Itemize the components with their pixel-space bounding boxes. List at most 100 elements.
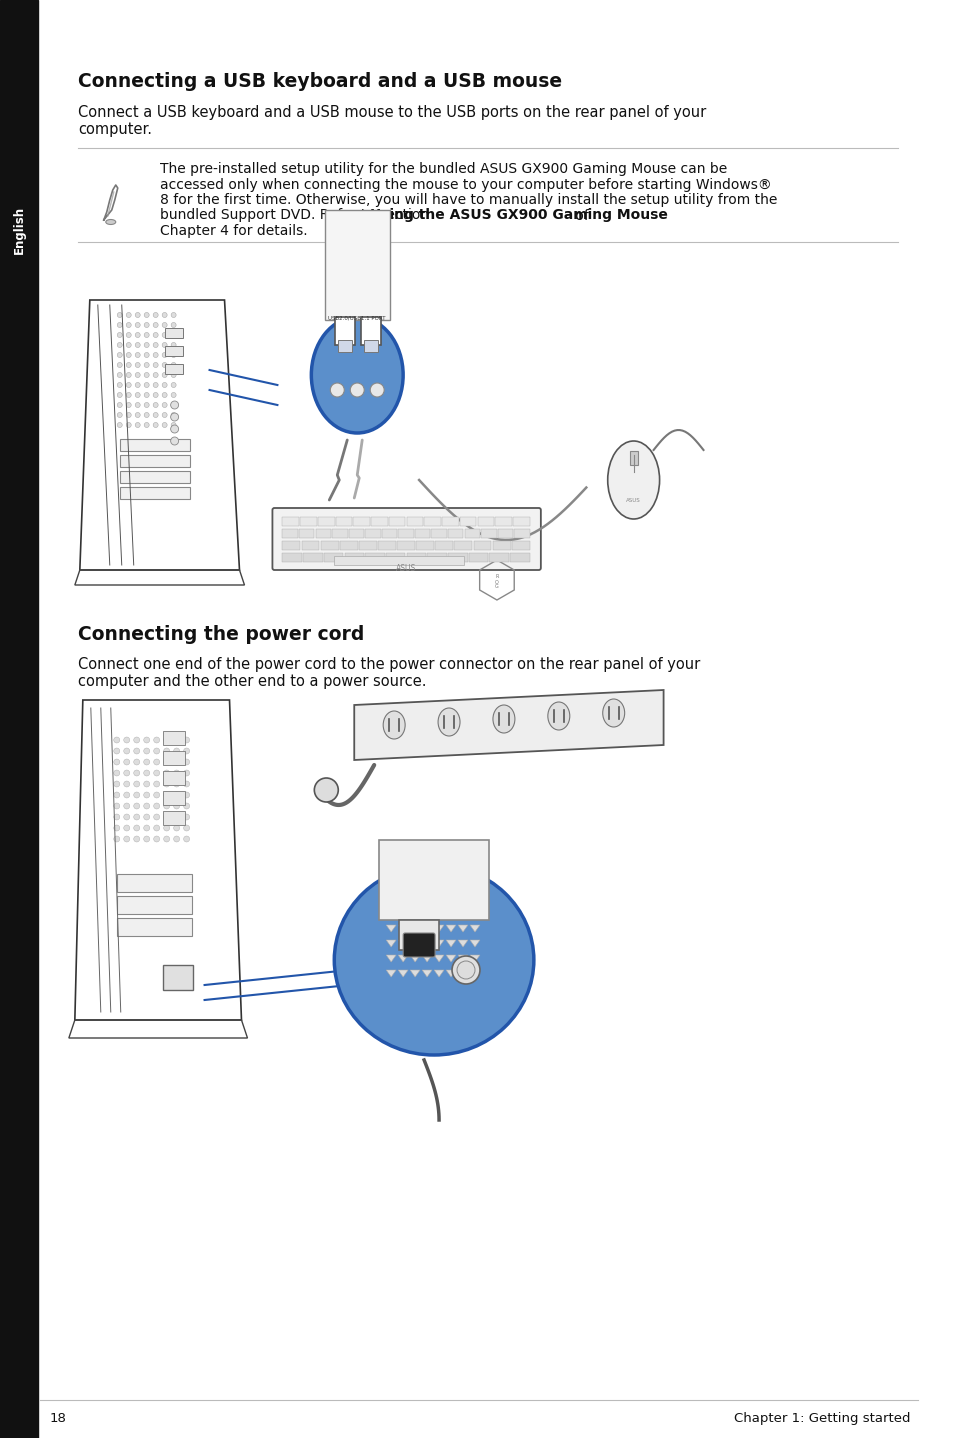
Circle shape [162,352,167,358]
Circle shape [144,372,149,378]
Bar [489,554,509,562]
Circle shape [173,814,179,820]
Circle shape [126,372,132,378]
Bar [120,472,190,483]
Circle shape [164,748,170,754]
Circle shape [113,769,120,777]
Polygon shape [410,925,419,932]
Circle shape [144,393,149,397]
Polygon shape [446,971,456,976]
Circle shape [144,342,149,348]
Circle shape [135,372,140,378]
Text: Connecting a USB keyboard and a USB mouse: Connecting a USB keyboard and a USB mous… [78,72,561,91]
Circle shape [124,769,130,777]
Bar [162,965,193,989]
Circle shape [126,383,132,387]
Circle shape [153,769,159,777]
Circle shape [117,312,122,318]
Bar [514,529,529,538]
Bar [415,529,430,538]
Bar [398,529,414,538]
Circle shape [124,738,130,743]
Circle shape [164,792,170,798]
Circle shape [144,332,149,338]
Bar [381,529,396,538]
Bar [298,529,314,538]
Polygon shape [397,940,408,948]
Polygon shape [354,690,663,761]
Circle shape [135,413,140,417]
Bar [165,347,182,357]
Bar [332,529,347,538]
Polygon shape [446,925,456,932]
Bar [317,518,335,526]
Circle shape [171,403,176,407]
Bar [389,518,405,526]
Bar [365,554,384,562]
Circle shape [171,401,178,408]
Circle shape [171,413,176,417]
Circle shape [183,748,190,754]
Circle shape [164,802,170,810]
Circle shape [173,759,179,765]
Polygon shape [434,925,443,932]
Circle shape [113,814,120,820]
Circle shape [153,312,158,318]
Circle shape [164,769,170,777]
Polygon shape [397,971,408,976]
Polygon shape [386,971,395,976]
Circle shape [171,423,176,427]
Text: Chapter 1: Getting started: Chapter 1: Getting started [733,1412,909,1425]
Bar [495,518,512,526]
Bar [510,554,529,562]
Circle shape [153,372,158,378]
Circle shape [124,835,130,843]
Circle shape [183,802,190,810]
Bar [323,554,343,562]
Circle shape [117,403,122,407]
Bar [335,518,352,526]
Text: Connecting the power cord: Connecting the power cord [78,626,364,644]
Circle shape [144,403,149,407]
Bar [303,554,322,562]
Circle shape [113,759,120,765]
Circle shape [133,792,139,798]
Circle shape [164,835,170,843]
Bar [339,541,357,549]
Text: 8 for the first time. Otherwise, you will have to manually install the setup uti: 8 for the first time. Otherwise, you wil… [159,193,777,207]
Ellipse shape [602,699,624,728]
Polygon shape [470,940,479,948]
Polygon shape [446,955,456,962]
Circle shape [162,322,167,328]
Text: ASUS: ASUS [625,498,640,503]
Circle shape [370,383,384,397]
Circle shape [113,792,120,798]
Bar [282,554,302,562]
Bar [396,541,415,549]
Polygon shape [457,925,468,932]
Bar [448,529,463,538]
Circle shape [144,312,149,318]
Ellipse shape [311,316,403,433]
Circle shape [173,835,179,843]
Circle shape [153,792,159,798]
Circle shape [153,332,158,338]
Polygon shape [397,925,408,932]
Circle shape [135,352,140,358]
Bar [282,529,297,538]
Circle shape [153,814,159,820]
Circle shape [314,778,338,802]
Bar [459,518,476,526]
Circle shape [153,759,159,765]
Bar [377,541,395,549]
Circle shape [126,352,132,358]
Circle shape [144,423,149,427]
Circle shape [173,792,179,798]
Polygon shape [470,971,479,976]
Circle shape [144,738,150,743]
Bar [511,541,529,549]
Polygon shape [410,971,419,976]
Polygon shape [397,955,408,962]
Circle shape [126,393,132,397]
Polygon shape [470,955,479,962]
